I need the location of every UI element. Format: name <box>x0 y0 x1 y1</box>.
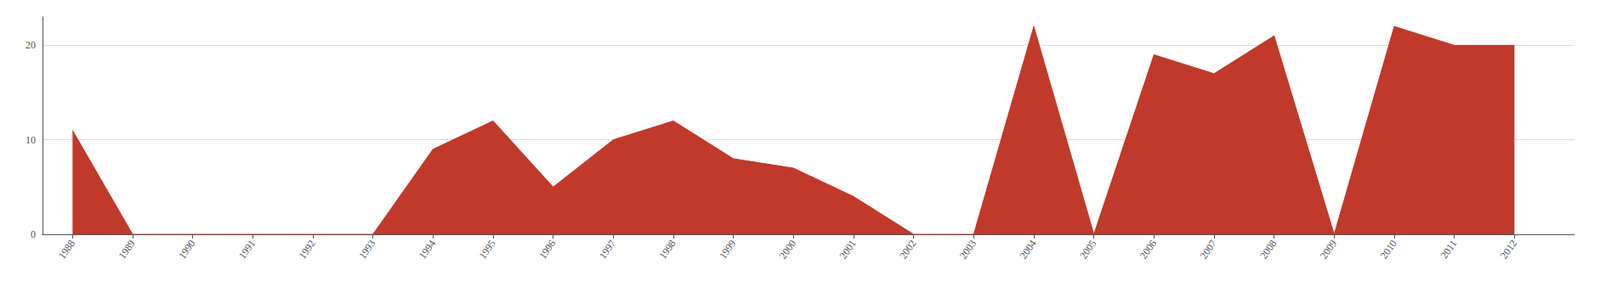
svg-text:10: 10 <box>25 134 36 147</box>
svg-text:1993: 1993 <box>356 238 378 262</box>
svg-text:1990: 1990 <box>175 238 198 262</box>
svg-text:2006: 2006 <box>1137 238 1159 262</box>
svg-text:0: 0 <box>30 228 36 241</box>
svg-text:2007: 2007 <box>1197 238 1219 262</box>
svg-text:2005: 2005 <box>1077 238 1099 262</box>
svg-text:1999: 1999 <box>716 238 738 262</box>
svg-text:2004: 2004 <box>1016 238 1039 262</box>
svg-text:1991: 1991 <box>236 238 258 262</box>
svg-text:2003: 2003 <box>957 238 979 262</box>
svg-text:2011: 2011 <box>1437 238 1459 261</box>
svg-text:2000: 2000 <box>777 238 799 262</box>
svg-text:1994: 1994 <box>416 238 438 262</box>
svg-text:1997: 1997 <box>596 238 619 262</box>
svg-text:20: 20 <box>25 39 36 52</box>
svg-text:2002: 2002 <box>896 238 919 262</box>
svg-text:2009: 2009 <box>1317 238 1340 262</box>
svg-text:1992: 1992 <box>295 238 318 262</box>
svg-text:1989: 1989 <box>115 238 137 262</box>
svg-text:2010: 2010 <box>1377 238 1399 262</box>
svg-text:1988: 1988 <box>56 238 78 262</box>
svg-text:2008: 2008 <box>1257 238 1279 262</box>
svg-text:2012: 2012 <box>1497 238 1520 262</box>
svg-text:1998: 1998 <box>656 238 678 262</box>
svg-text:1995: 1995 <box>476 238 498 262</box>
svg-text:1996: 1996 <box>536 238 558 262</box>
svg-text:2001: 2001 <box>836 238 858 262</box>
